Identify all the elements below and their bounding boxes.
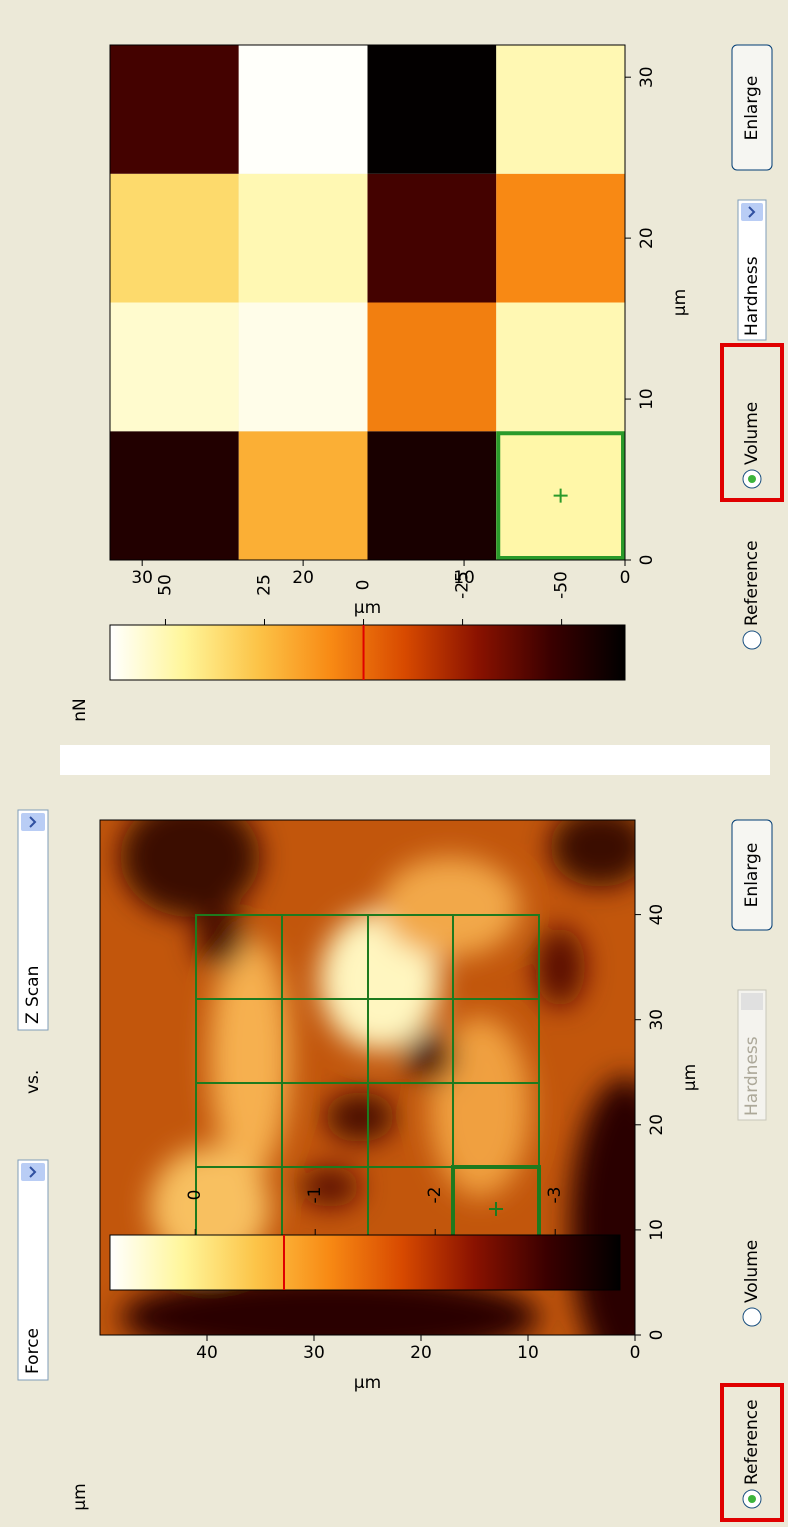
heatmap-cell (496, 45, 625, 174)
radio-reference[interactable] (743, 631, 761, 649)
heatmap-cell (110, 45, 239, 174)
x-tick-label: 30 (637, 66, 657, 88)
heatmap-cell (368, 45, 497, 174)
window: Force vs. Z Scan (0, 0, 788, 1527)
divider (60, 745, 770, 775)
against-text: Z Scan (23, 966, 43, 1024)
colorbar-tick-label: 25 (255, 574, 275, 596)
radio-dot (748, 475, 756, 483)
colorbar-tick-label: -2 (425, 1187, 445, 1204)
x-tick-label: 0 (637, 555, 657, 566)
dropdown-arrow[interactable] (741, 203, 763, 221)
y-tick-label: 20 (410, 1343, 432, 1363)
radio-label[interactable]: Reference (742, 540, 762, 626)
heatmap-cell (368, 431, 497, 560)
x-tick-label: 40 (647, 904, 667, 926)
x-tick-label: 10 (637, 388, 657, 410)
y-tick-label: 30 (131, 568, 153, 588)
heatmap-cell (368, 174, 497, 303)
y-tick-label: 40 (196, 1343, 218, 1363)
x-tick-label: 10 (647, 1219, 667, 1241)
colorbar (110, 625, 625, 680)
dropdown-arrow[interactable] (21, 813, 45, 831)
dropdown-text: Hardness (742, 1036, 762, 1116)
colorbar (110, 1235, 620, 1290)
heatmap-cell (110, 174, 239, 303)
heatmap-cell (239, 303, 368, 432)
x-axis-label: µm (670, 289, 690, 316)
colorbar-tick-label: 0 (354, 580, 374, 591)
radio-label[interactable]: Volume (742, 1240, 762, 1303)
colorbar-tick-label: -3 (545, 1187, 565, 1204)
heatmap-cell (496, 303, 625, 432)
y-tick-label: 20 (292, 568, 314, 588)
colorbar-tick-label: -50 (552, 571, 572, 599)
radio-label[interactable]: Volume (742, 402, 762, 465)
colorbar-unit: µm (70, 1483, 90, 1510)
heatmap-cell (110, 303, 239, 432)
app: Force vs. Z Scan (0, 0, 788, 1527)
colorbar-tick-label: 0 (185, 1190, 205, 1201)
x-tick-label: 20 (647, 1114, 667, 1136)
radio-volume[interactable] (743, 1308, 761, 1326)
button-label[interactable]: Enlarge (742, 76, 762, 141)
colorbar-tick-label: -1 (305, 1187, 325, 1204)
x-tick-label: 0 (647, 1330, 667, 1341)
y-tick-label: 30 (303, 1343, 325, 1363)
y-tick-label: 0 (630, 1343, 641, 1363)
y-tick-label: 10 (453, 568, 475, 588)
button-label[interactable]: Enlarge (742, 843, 762, 908)
x-tick-label: 20 (637, 227, 657, 249)
heatmap-cell (239, 431, 368, 560)
dropdown-arrow[interactable] (21, 1163, 45, 1181)
dropdown-text: Hardness (742, 256, 762, 336)
page: Force vs. Z Scan (0, 0, 788, 1527)
radio-dot (748, 1495, 756, 1503)
signal-text: Force (23, 1328, 43, 1374)
dropdown-arrow (741, 993, 763, 1010)
vs-text: vs. (23, 1070, 43, 1094)
x-axis-label: µm (680, 1064, 700, 1091)
heatmap-cell (239, 45, 368, 174)
radio-label[interactable]: Reference (742, 1399, 762, 1485)
colorbar-tick-label: 50 (155, 574, 175, 596)
y-tick-label: 10 (517, 1343, 539, 1363)
heatmap-cell (239, 174, 368, 303)
y-axis-label: µm (354, 598, 381, 618)
x-tick-label: 30 (647, 1009, 667, 1031)
y-axis-label: µm (354, 1373, 381, 1393)
heatmap-cell (110, 431, 239, 560)
y-tick-label: 0 (620, 568, 631, 588)
heatmap-cell (368, 303, 497, 432)
colorbar-unit: nN (70, 698, 90, 722)
heatmap-cell (496, 174, 625, 303)
